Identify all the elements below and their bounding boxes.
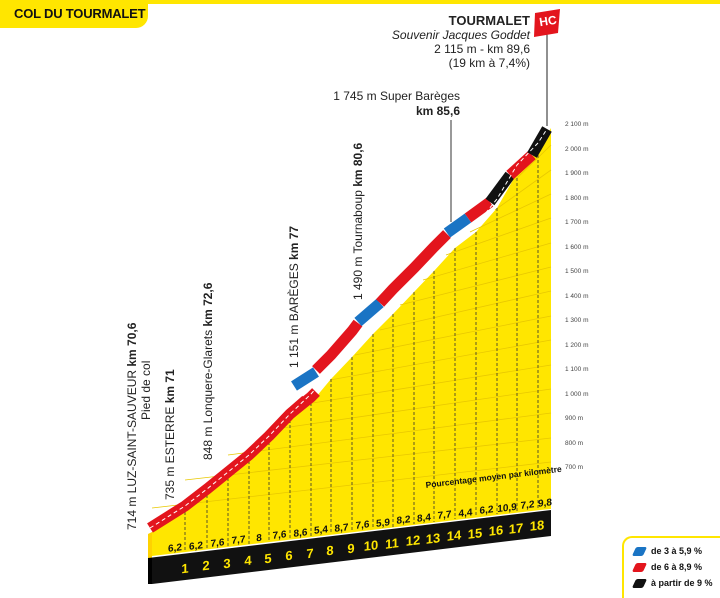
waypoint-km: km 70,6 (125, 322, 139, 367)
waypoint-luz: 714 m LUZ-SAINT-SAUVEUR km 70,6 Pied de … (125, 323, 153, 530)
km-base-band (148, 510, 551, 584)
axis-tick: 1 500 m (565, 268, 589, 275)
red-swatch-icon (631, 562, 648, 572)
legend-item-black: à partir de 9 % (631, 578, 713, 588)
axis-tick: 800 m (565, 439, 584, 447)
segment-red (312, 319, 363, 374)
waypoint-bareges: 1 151 m BARÈGES km 77 (287, 226, 301, 368)
km-number: 3 (223, 555, 231, 572)
waypoint-label: 714 m LUZ-SAINT-SAUVEUR (125, 366, 139, 530)
summit-name: TOURMALET (448, 13, 530, 28)
axis-tick: 1 300 m (565, 317, 589, 324)
km-dividers (184, 150, 539, 552)
km-number: 17 (508, 520, 524, 537)
axis-tick: 1 800 m (565, 194, 589, 202)
summit-altitude: 2 115 m - km 89,6 (434, 42, 530, 56)
waypoint-label: 1 490 m Tournaboup (351, 186, 365, 300)
waypoint-km: km 80,6 (351, 142, 365, 187)
axis-tick: 900 m (565, 415, 584, 422)
axis-tick: 700 m (565, 464, 584, 471)
legend-label: à partir de 9 % (651, 578, 713, 588)
waypoint-sub: Pied de col (139, 360, 153, 420)
segment-red (464, 197, 494, 223)
gradient-value: 9,8 (538, 497, 552, 510)
title-tab: COL DU TOURMALET (0, 0, 148, 28)
axis-tick: 1 000 m (565, 390, 589, 398)
legend-item-red: de 6 à 8,9 % (631, 562, 703, 572)
segment-blue (291, 367, 319, 391)
climb-title: COL DU TOURMALET (14, 6, 146, 21)
waypoint-label: 1 745 m Super Barèges (333, 89, 460, 103)
waypoint-km: km 77 (287, 225, 301, 260)
segment-red (506, 150, 536, 180)
segment-red (265, 388, 320, 440)
waypoint-label: 1 151 m BARÈGES (287, 259, 301, 368)
axis-tick: 1 600 m (565, 243, 589, 251)
header-rule (148, 0, 720, 4)
km-number: 6 (285, 547, 293, 564)
segment-black (485, 171, 515, 206)
black-swatch-icon (631, 578, 648, 588)
legend-item-blue: de 3 à 5,9 % (631, 546, 703, 556)
profile-area (152, 128, 551, 556)
waypoint-label: 848 m Lonquere-Glarets (201, 326, 215, 460)
km-number: 14 (446, 527, 462, 544)
km-number: 7 (306, 545, 314, 562)
axis-tick: 2 000 m (565, 145, 589, 153)
segment-blue (354, 298, 384, 327)
profile-front-face (148, 532, 152, 558)
axis-tick: 2 100 m (565, 121, 589, 128)
gradient-legend: de 3 à 5,9 % de 6 à 8,9 % à partir de 9 … (622, 536, 720, 598)
km-number: 15 (467, 525, 483, 542)
waypoint-tournaboup: 1 490 m Tournaboup km 80,6 (351, 143, 365, 300)
km-number: 4 (244, 552, 252, 569)
road-centerline (149, 128, 548, 529)
waypoint-km: km 71 (163, 369, 177, 404)
axis-tick: 1 700 m (565, 219, 589, 226)
km-number: 10 (363, 537, 379, 554)
axis-tick: 1 100 m (565, 366, 589, 373)
km-number: 9 (347, 540, 355, 557)
km-number: 12 (405, 532, 421, 549)
km-number: 16 (488, 522, 504, 539)
km-number: 1 (181, 560, 189, 577)
km-number: 8 (326, 542, 334, 559)
summit-label: TOURMALET Souvenir Jacques Goddet 2 115 … (391, 13, 530, 71)
axis-tick: 1 200 m (565, 341, 589, 349)
axis-tick: 1 400 m (565, 292, 589, 300)
km-base-front (148, 558, 152, 584)
km-number: 13 (425, 530, 441, 547)
legend-label: de 6 à 8,9 % (651, 562, 703, 572)
waypoint-lonquere: 848 m Lonquere-Glarets km 72,6 (201, 283, 215, 460)
blue-swatch-icon (631, 546, 648, 556)
summit-subtitle: Souvenir Jacques Goddet (391, 28, 530, 42)
summit-stats: (19 km à 7,4%) (448, 56, 530, 70)
waypoint-km: km 72,6 (201, 282, 215, 327)
km-number: 11 (385, 535, 399, 552)
waypoint-super-bareges: 1 745 m Super Barèges km 85,6 (333, 89, 460, 119)
waypoint-esterre: 735 m ESTERRE km 71 (163, 369, 177, 500)
km-number: 2 (202, 557, 210, 574)
km-number: 18 (529, 517, 545, 534)
axis-tick: 1 900 m (565, 170, 589, 177)
waypoint-label: 735 m ESTERRE (163, 403, 177, 500)
segment-red (375, 230, 451, 307)
waypoint-km: km 85,6 (415, 104, 460, 118)
hc-flag-icon (534, 9, 560, 37)
km-number: 5 (264, 550, 272, 567)
legend-label: de 3 à 5,9 % (651, 546, 703, 556)
segment-blue (443, 213, 472, 238)
